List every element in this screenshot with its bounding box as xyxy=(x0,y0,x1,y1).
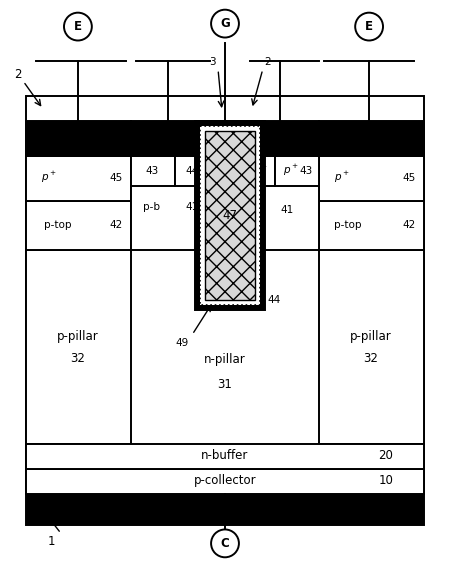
Text: 31: 31 xyxy=(217,378,233,391)
Bar xyxy=(26,121,130,156)
Bar xyxy=(26,469,424,494)
Bar xyxy=(176,156,210,186)
Text: n-buffer: n-buffer xyxy=(201,449,249,462)
Text: 32: 32 xyxy=(71,352,86,365)
Bar xyxy=(320,200,424,250)
Text: p-top: p-top xyxy=(334,220,362,230)
Bar xyxy=(26,250,130,444)
Text: p-top: p-top xyxy=(44,220,72,230)
Text: p-b: p-b xyxy=(143,203,159,212)
Text: 2: 2 xyxy=(265,57,271,68)
Circle shape xyxy=(355,13,383,41)
Bar xyxy=(26,200,130,250)
Bar xyxy=(26,444,424,469)
Circle shape xyxy=(211,529,239,557)
Bar xyxy=(245,121,320,156)
Text: 42: 42 xyxy=(109,220,122,230)
Text: 41: 41 xyxy=(280,205,293,216)
Text: 49: 49 xyxy=(176,338,189,347)
Bar xyxy=(26,494,424,525)
Text: 1: 1 xyxy=(47,535,55,548)
Bar xyxy=(130,156,210,250)
Text: 2: 2 xyxy=(14,68,22,81)
Text: 3: 3 xyxy=(209,57,216,68)
Text: 32: 32 xyxy=(364,352,378,365)
Text: p-collector: p-collector xyxy=(194,474,256,487)
Text: 44: 44 xyxy=(268,295,281,305)
Text: 43: 43 xyxy=(300,166,313,176)
Bar xyxy=(245,156,274,186)
Bar xyxy=(245,156,320,250)
Bar xyxy=(200,126,260,305)
Text: p-pillar: p-pillar xyxy=(57,330,99,343)
Text: $p^+$: $p^+$ xyxy=(334,170,350,185)
Bar xyxy=(210,121,245,156)
Text: n-pillar: n-pillar xyxy=(204,353,246,366)
Circle shape xyxy=(211,10,239,38)
Text: 44: 44 xyxy=(185,166,199,176)
Text: $p^+$: $p^+$ xyxy=(283,163,298,178)
Bar xyxy=(320,156,424,200)
Bar xyxy=(274,156,320,186)
Text: E: E xyxy=(365,20,373,33)
Text: 43: 43 xyxy=(146,166,159,176)
Text: E: E xyxy=(74,20,82,33)
Bar xyxy=(26,96,424,494)
Circle shape xyxy=(64,13,92,41)
Text: $p^+$: $p^+$ xyxy=(41,170,57,185)
Text: p-pillar: p-pillar xyxy=(350,330,392,343)
Bar xyxy=(130,121,210,156)
Text: 10: 10 xyxy=(378,474,393,487)
Text: 20: 20 xyxy=(378,449,393,462)
Text: 41: 41 xyxy=(185,203,199,212)
Bar xyxy=(320,250,424,444)
Text: G: G xyxy=(220,17,230,30)
Bar xyxy=(130,156,176,186)
Text: 45: 45 xyxy=(402,173,415,182)
Bar xyxy=(195,121,265,310)
Text: C: C xyxy=(220,537,230,550)
Text: $n^+$: $n^+$ xyxy=(252,164,268,177)
Text: 45: 45 xyxy=(109,173,122,182)
Bar xyxy=(320,121,424,156)
Bar xyxy=(205,131,255,300)
Bar xyxy=(26,156,130,200)
Text: 42: 42 xyxy=(402,220,415,230)
Text: 47: 47 xyxy=(222,209,238,222)
